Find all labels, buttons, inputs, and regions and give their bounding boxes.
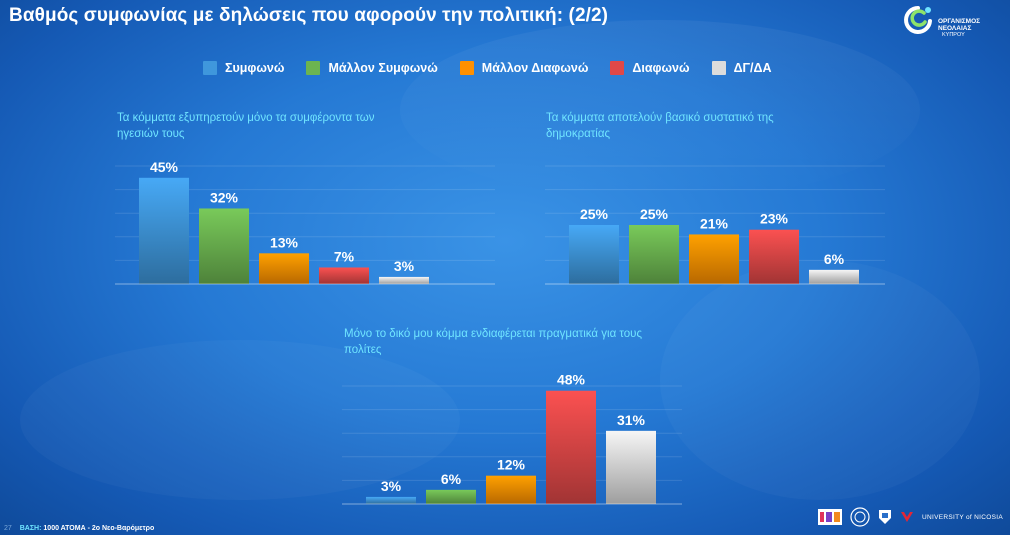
data-label: 6%	[441, 471, 462, 487]
bar	[546, 390, 596, 504]
chart-2: 25% 25% 21% 23% 6%	[545, 165, 885, 285]
bar	[426, 489, 476, 504]
legend-swatch	[610, 61, 625, 75]
bar	[689, 234, 739, 284]
bar	[319, 267, 369, 284]
data-label: 3%	[394, 258, 415, 274]
legend-label: Διαφωνώ	[632, 61, 690, 75]
chart-1-title: Τα κόμματα εξυπηρετούν μόνο τα συμφέροντ…	[117, 112, 375, 140]
base-text: 1000 ΑΤΟΜΑ - 2ο Νεο-Βαρόμετρο	[43, 525, 155, 532]
legend-item: Συμφωνώ	[203, 61, 284, 75]
legend-item: Διαφωνώ	[610, 61, 690, 75]
legend-item: Μάλλον Συμφωνώ	[306, 61, 438, 75]
base-label: ΒΑΣΗ:	[19, 525, 42, 532]
legend-label: Μάλλον Διαφωνώ	[481, 61, 589, 75]
imr-logo-icon	[818, 509, 842, 525]
crest-icon	[879, 510, 891, 524]
bar	[629, 225, 679, 284]
data-label: 48%	[557, 372, 586, 388]
brand-logo-icon	[904, 6, 932, 34]
bar	[259, 253, 309, 284]
data-label: 25%	[640, 206, 669, 222]
legend-swatch	[306, 61, 321, 75]
university-name: UNIVERSITY of NICOSIA	[922, 513, 1003, 521]
bar	[486, 475, 536, 504]
bar	[809, 269, 859, 284]
chart-3-title: Μόνο το δικό μου κόμμα ενδιαφέρεται πραγ…	[344, 328, 643, 356]
legend-item: Μάλλον Διαφωνώ	[459, 61, 589, 75]
data-label: 31%	[617, 412, 646, 428]
legend-item: ΔΓ/ΔΑ	[711, 61, 772, 75]
legend-label: ΔΓ/ΔΑ	[733, 61, 772, 75]
data-label: 45%	[150, 159, 179, 175]
university-logo-icon	[901, 512, 913, 522]
legend-label: Συμφωνώ	[225, 61, 285, 75]
brand-logo: ΟΡΓΑΝΙΣΜΟΣ ΝΕΟΛΑΙΑΣ ΚΥΠΡΟΥ	[902, 4, 987, 40]
bar	[366, 496, 416, 504]
data-label: 6%	[824, 251, 845, 267]
data-label: 32%	[210, 189, 239, 205]
footer-logos: UNIVERSITY of NICOSIA	[818, 507, 1003, 527]
data-label: 3%	[381, 478, 402, 494]
bar	[569, 225, 619, 284]
legend-swatch	[459, 61, 474, 75]
legend-swatch	[711, 61, 726, 75]
brand-logo-line2: ΝΕΟΛΑΙΑΣ	[938, 25, 972, 32]
chart-legend: Συμφωνώ Μάλλον Συμφωνώ Μάλλον Διαφωνώ Δι…	[203, 61, 794, 75]
chart-2-title: Τα κόμματα αποτελούν βασικό συστατικό τη…	[546, 112, 774, 140]
data-label: 7%	[334, 248, 355, 264]
bar	[139, 177, 189, 284]
brand-logo-line3: ΚΥΠΡΟΥ	[942, 32, 965, 38]
data-label: 13%	[270, 234, 299, 250]
footer-base-note: 27 ΒΑΣΗ: 1000 ΑΤΟΜΑ - 2ο Νεο-Βαρόμετρο	[4, 525, 154, 532]
legend-swatch	[203, 61, 217, 75]
data-label: 12%	[497, 457, 526, 473]
bar	[379, 276, 429, 284]
seal-icon	[850, 507, 870, 527]
page-number: 27	[4, 525, 12, 532]
page-title: Βαθμός συμφωνίας με δηλώσεις που αφορούν…	[9, 5, 609, 26]
bar	[749, 229, 799, 284]
data-label: 23%	[760, 211, 789, 227]
bar	[606, 430, 656, 504]
legend-label: Μάλλον Συμφωνώ	[328, 61, 438, 75]
data-label: 21%	[700, 215, 729, 231]
chart-3: 3% 6% 12% 48% 31%	[342, 372, 682, 505]
bar	[199, 208, 249, 284]
brand-logo-line1: ΟΡΓΑΝΙΣΜΟΣ	[938, 18, 981, 25]
chart-1: 45% 32% 13% 7% 3%	[115, 159, 495, 285]
data-label: 25%	[580, 206, 609, 222]
